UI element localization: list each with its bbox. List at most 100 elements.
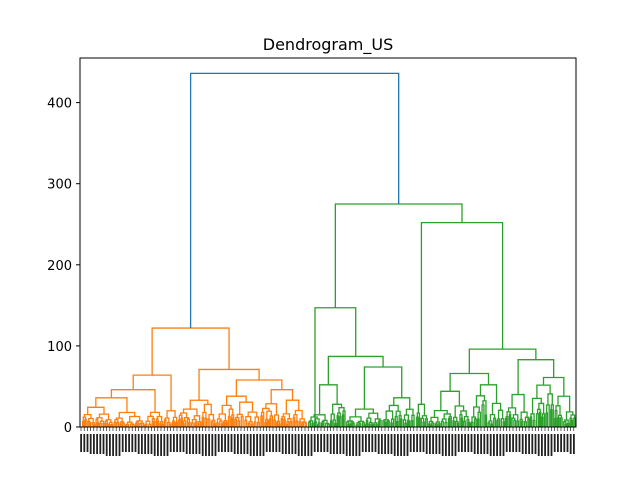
dendrogram-link [420, 417, 425, 427]
dendrogram-link [447, 417, 451, 427]
leaf-label [390, 434, 393, 454]
leaf-label [544, 434, 546, 456]
dendrogram-link [570, 419, 574, 427]
dendrogram-link [287, 418, 292, 422]
dendrogram-link [541, 416, 544, 427]
dendrogram-link [254, 416, 260, 423]
leaf-label [336, 434, 338, 454]
dendrogram-link [198, 368, 260, 401]
dendrogram-link [247, 422, 251, 427]
dendrogram-link [164, 417, 170, 423]
dendrogram-link [386, 421, 389, 427]
dendrogram-link [489, 413, 496, 421]
dendrogram-link [135, 422, 138, 427]
dendrogram-link [118, 411, 136, 419]
dendrogram-link [420, 221, 504, 405]
leaf-label [153, 434, 156, 456]
dendrogram-link [481, 404, 485, 427]
leaf-label [541, 434, 543, 456]
dendrogram-link [264, 422, 267, 427]
dendrogram-link [491, 402, 502, 415]
dendrogram-link [368, 423, 371, 427]
dendrogram-link [314, 307, 357, 427]
dendrogram-link [460, 417, 464, 427]
leaf-label [125, 434, 127, 452]
dendrogram-link [496, 419, 499, 427]
dendrogram-link [383, 421, 387, 427]
leaf-label [429, 434, 431, 454]
dendrogram-link [355, 424, 359, 427]
leaf-labels [80, 427, 575, 456]
leaf-label [128, 434, 130, 452]
leaf-label [377, 434, 380, 454]
dendrogram-link [385, 410, 394, 420]
dendrogram-link [327, 355, 384, 385]
dendrogram-link [443, 413, 451, 420]
dendrogram-link [550, 409, 553, 427]
leaf-label [515, 434, 518, 452]
leaf-label [285, 434, 287, 454]
leaf-label [537, 434, 540, 456]
dendrogram-link [167, 421, 171, 427]
leaf-label [141, 434, 143, 454]
dendrogram-link [320, 422, 324, 427]
leaf-label [246, 434, 249, 454]
y-tick-label: 200 [47, 259, 72, 274]
plot-frame [79, 57, 577, 428]
leaf-label [307, 434, 310, 456]
leaf-label [144, 434, 146, 454]
leaf-label [134, 434, 137, 452]
leaf-label [96, 434, 98, 454]
dendrogram-link [188, 421, 191, 427]
leaf-label [528, 434, 530, 454]
dendrogram-link [530, 413, 535, 421]
dendrogram-link [361, 422, 366, 427]
dendrogram-link [500, 418, 505, 427]
dendrogram-link [411, 414, 415, 427]
dendrogram-link [159, 423, 162, 427]
dendrogram-link [190, 422, 194, 427]
dendrogram-link [310, 416, 318, 421]
leaf-label [240, 434, 242, 454]
dendrogram-link [222, 421, 226, 427]
dendrogram-link [245, 415, 252, 422]
dendrogram-link [81, 420, 85, 427]
dendrogram-link [329, 420, 333, 427]
leaf-label [473, 434, 476, 454]
dendrogram-link [237, 420, 241, 427]
dendrogram-link [152, 420, 156, 427]
dendrogram-link [213, 423, 216, 427]
leaf-label [374, 434, 377, 452]
dendrogram-link [554, 417, 557, 427]
leaf-label [502, 434, 505, 456]
dendrogram-link [171, 422, 174, 427]
dendrogram-link [403, 414, 410, 421]
leaf-label [291, 434, 294, 454]
leaf-label [381, 434, 383, 454]
leaf-label [317, 434, 319, 452]
leaf-label [157, 434, 159, 456]
dendrogram-link [96, 421, 99, 427]
dendrogram-link [529, 416, 533, 427]
dendrogram-link [337, 412, 341, 417]
leaf-label [150, 434, 153, 454]
leaf-label [361, 434, 364, 452]
dendrogram-link [239, 401, 254, 415]
dendrogram-link [390, 422, 393, 427]
dendrogram-link [201, 416, 205, 427]
dendrogram-link [365, 419, 369, 427]
leaf-label [109, 434, 111, 456]
leaf-label [425, 434, 428, 454]
dendrogram-link [163, 419, 167, 427]
leaf-label [435, 434, 438, 454]
dendrogram-link [541, 413, 546, 427]
dendrogram-link [145, 420, 151, 425]
leaf-label [237, 434, 239, 454]
leaf-label [224, 434, 226, 452]
leaf-label [147, 434, 150, 454]
leaf-label [281, 434, 284, 454]
dendrogram-link [289, 421, 293, 427]
leaf-label [566, 434, 569, 452]
dendrogram-link [334, 203, 463, 308]
dendrogram-link [231, 414, 235, 427]
